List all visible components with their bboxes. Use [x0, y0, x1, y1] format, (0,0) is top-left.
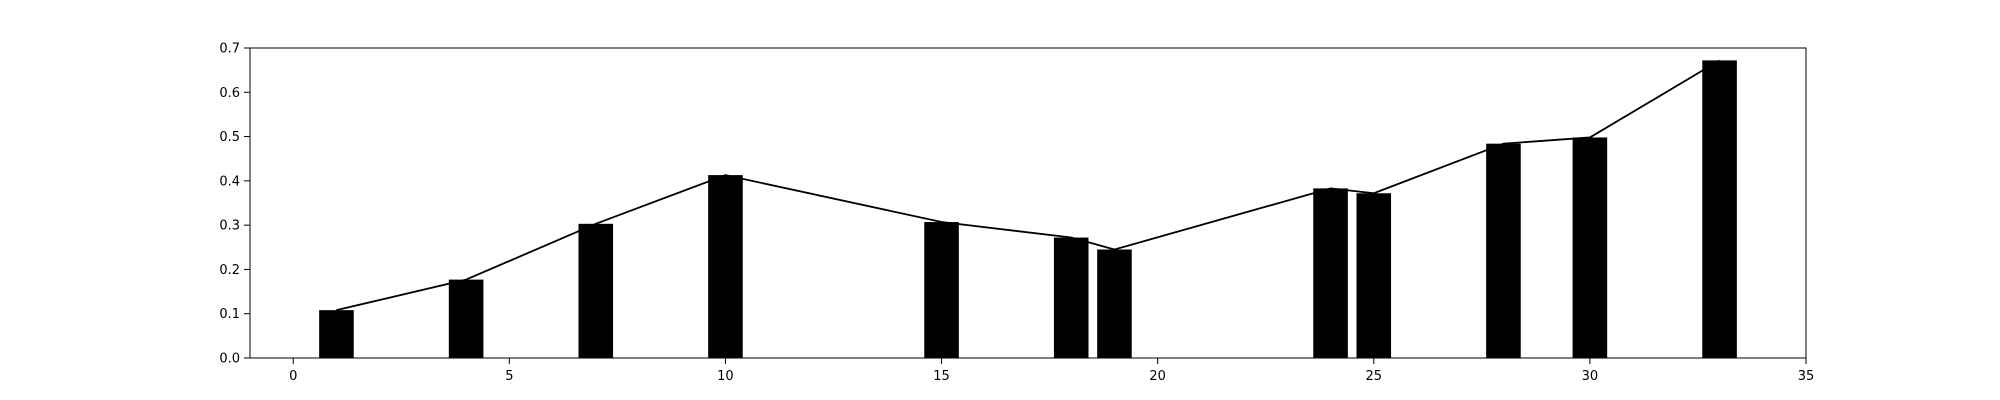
x-tick-label: 10 — [717, 369, 734, 384]
series-line — [336, 59, 1721, 312]
bar-0 — [319, 310, 354, 358]
x-tick-label: 25 — [1366, 369, 1383, 384]
x-tick-label: 15 — [933, 369, 950, 384]
y-tick-label: 0.0 — [219, 352, 240, 367]
ticks-layer: 0 5 10 15 20 25 30 35 0.0 0.1 0.2 0.3 0.4 0.5 0.6 0.7 — [219, 42, 1814, 385]
bar-9 — [1486, 143, 1521, 358]
y-tick-label: 0.4 — [219, 174, 240, 189]
axes-frame — [249, 47, 1807, 359]
y-tick-label: 0.2 — [219, 263, 240, 278]
y-tick-label: 0.7 — [219, 42, 240, 57]
bar-2 — [578, 223, 614, 358]
bar-7 — [1313, 188, 1348, 358]
x-tick-label: 0 — [289, 369, 297, 384]
bar-5 — [1053, 237, 1089, 358]
y-tick-label: 0.1 — [219, 307, 240, 322]
bars-layer — [319, 60, 1737, 359]
bar-6 — [1097, 249, 1132, 358]
y-tick-label: 0.3 — [219, 219, 240, 234]
bar-4 — [924, 222, 959, 358]
x-tick-label: 35 — [1798, 369, 1815, 384]
y-tick-label: 0.5 — [219, 130, 240, 145]
x-tick-label: 30 — [1582, 369, 1599, 384]
line-layer — [336, 59, 1721, 312]
axes-layer — [249, 47, 1807, 359]
bar-10 — [1572, 137, 1608, 358]
bar-3 — [708, 175, 743, 358]
bar-11 — [1702, 60, 1737, 359]
bar-8 — [1356, 193, 1392, 358]
y-tick-label: 0.6 — [219, 86, 240, 101]
bar-1 — [448, 279, 484, 358]
x-tick-label: 20 — [1149, 369, 1166, 384]
x-tick-label: 5 — [505, 369, 513, 384]
